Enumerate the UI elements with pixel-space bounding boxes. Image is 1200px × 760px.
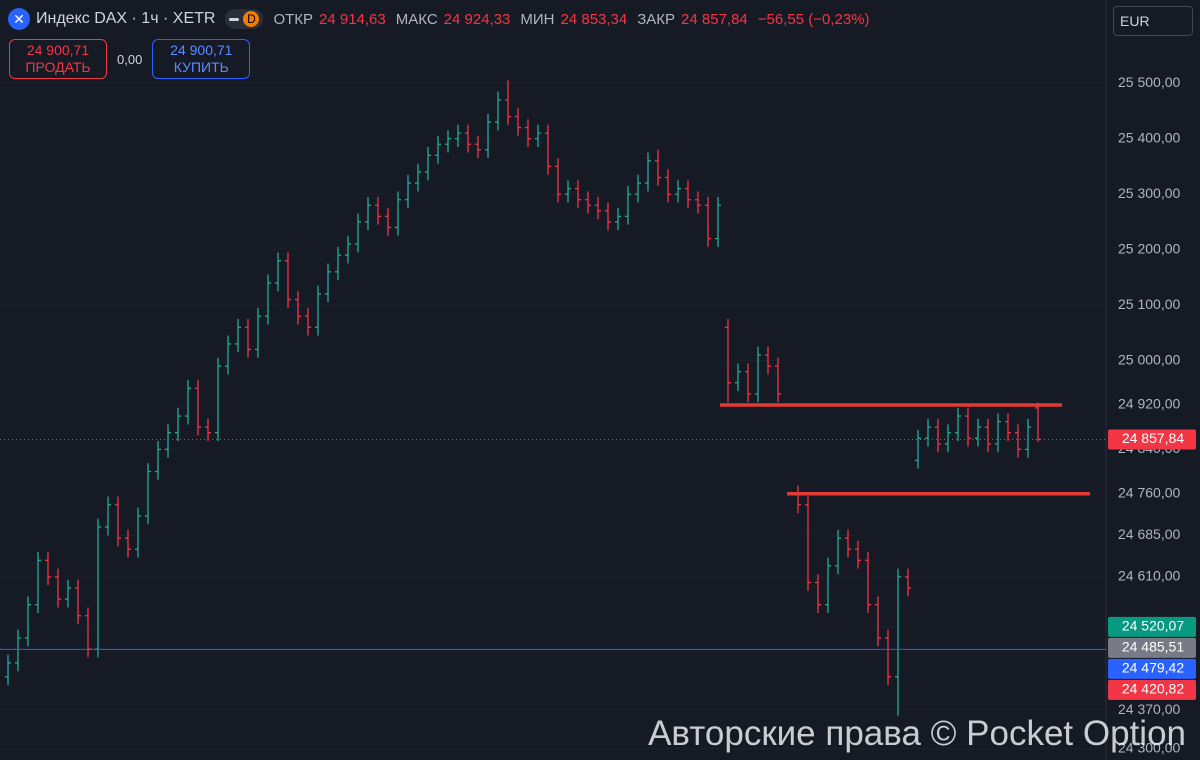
- y-tick-label: 25 000,00: [1118, 351, 1180, 367]
- currency-select[interactable]: EUR: [1113, 6, 1193, 36]
- y-tick-label: 24 685,00: [1118, 526, 1180, 542]
- sell-label: ПРОДАТЬ: [25, 59, 91, 75]
- spread: 0,00: [117, 51, 143, 67]
- price-tag-label: 24 857,84: [1122, 430, 1184, 446]
- y-tick-label: 25 500,00: [1118, 74, 1180, 90]
- price-tag-label: 24 479,42: [1122, 660, 1184, 676]
- y-tick-label: 24 760,00: [1118, 484, 1180, 500]
- ohlc-value: 24 857,84: [681, 10, 748, 28]
- interval-toggle[interactable]: D: [225, 9, 264, 29]
- buy-label: КУПИТЬ: [173, 59, 229, 75]
- price-tag-label: 24 420,82: [1122, 681, 1184, 697]
- price-tag: [1108, 679, 1196, 700]
- ohlc-label: ЗАКР: [637, 10, 676, 28]
- trade-panel: 24 900,71 ПРОДАТЬ 0,00 24 900,71 КУПИТЬ: [9, 39, 251, 79]
- ohlc-label: ОТКР: [273, 10, 314, 28]
- ohlc-label: МИН: [520, 10, 555, 28]
- y-tick-label: 25 300,00: [1118, 185, 1180, 201]
- symbol-name[interactable]: Индекс DAX · 1ч · XETR: [36, 10, 216, 27]
- sell-price: 24 900,71: [26, 42, 90, 58]
- toggle-dash: [229, 17, 240, 21]
- ohlc-value: 24 853,34: [560, 10, 628, 28]
- y-tick-label: 24 300,00: [1118, 740, 1180, 756]
- currency: EUR: [1120, 13, 1150, 29]
- ohlc-label: МАКС: [395, 10, 438, 28]
- sell-button[interactable]: 24 900,71 ПРОДАТЬ: [9, 39, 107, 79]
- price-tag-label: 24 485,51: [1122, 639, 1184, 655]
- y-tick-label: 24 610,00: [1118, 568, 1180, 584]
- watermark: Авторские права © Pocket Option: [648, 714, 1186, 753]
- y-tick-label: 24 920,00: [1118, 396, 1180, 412]
- interval-badge: D: [243, 11, 260, 27]
- price-tag: [1108, 637, 1196, 658]
- price-tag: [1108, 429, 1196, 450]
- price-tag: [1108, 616, 1196, 637]
- y-tick-label: 25 100,00: [1118, 296, 1180, 312]
- ohlc-value: 24 914,63: [319, 10, 386, 28]
- y-tick-label: 25 200,00: [1118, 240, 1180, 256]
- symbol-icon[interactable]: ✕: [8, 8, 30, 30]
- price-tag: [1108, 658, 1196, 679]
- y-tick-label: 24 370,00: [1118, 701, 1180, 717]
- y-tick-label: 25 400,00: [1118, 129, 1180, 145]
- buy-price: 24 900,71: [170, 42, 233, 58]
- price-tag-label: 24 520,07: [1122, 618, 1184, 634]
- change: −56,55 (−0,23%): [757, 10, 870, 28]
- symbol-header: ✕ Индекс DAX · 1ч · XETR D ОТКР 24 914,63…: [8, 8, 874, 30]
- buy-button[interactable]: 24 900,71 КУПИТЬ: [152, 39, 251, 79]
- ohlc-value: 24 924,33: [443, 10, 511, 28]
